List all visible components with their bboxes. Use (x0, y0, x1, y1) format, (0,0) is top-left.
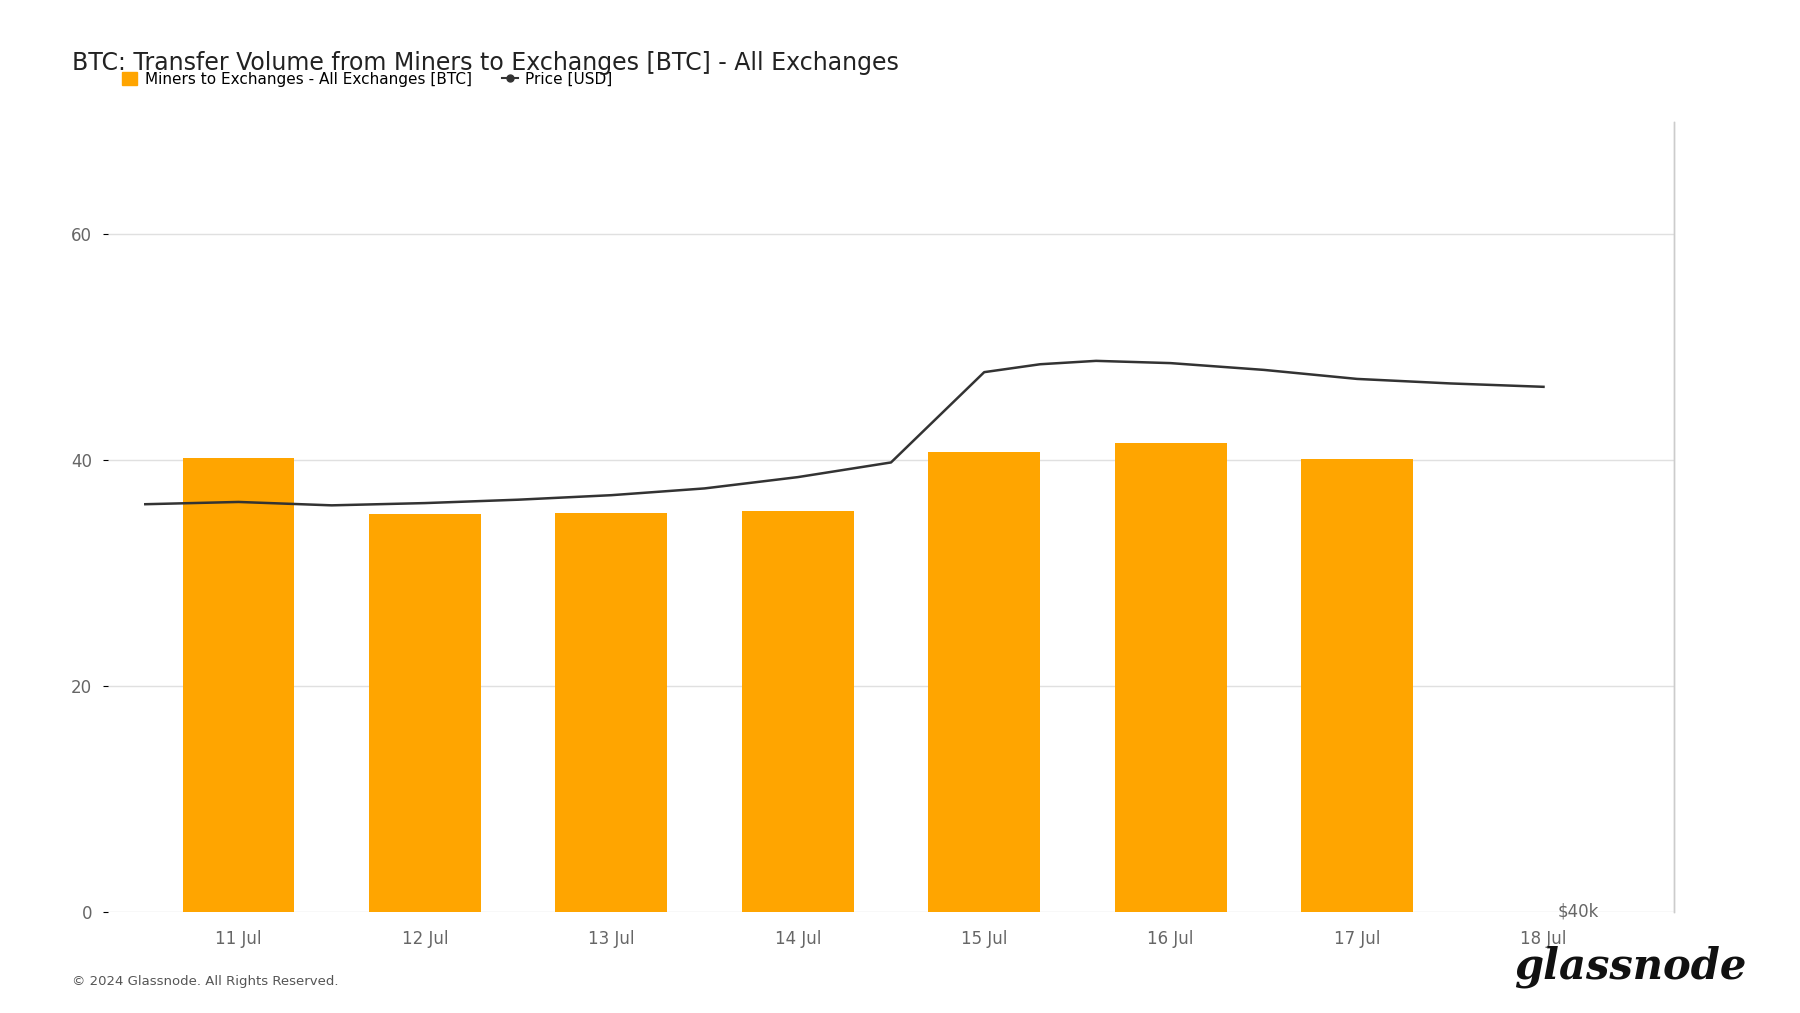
Text: BTC: Transfer Volume from Miners to Exchanges [BTC] - All Exchanges: BTC: Transfer Volume from Miners to Exch… (72, 51, 898, 75)
Text: glassnode: glassnode (1514, 945, 1746, 988)
Bar (1114, 444, 1226, 912)
Bar (1301, 459, 1413, 912)
Text: $40k: $40k (1557, 903, 1598, 921)
Legend: Miners to Exchanges - All Exchanges [BTC], Price [USD]: Miners to Exchanges - All Exchanges [BTC… (115, 66, 619, 93)
Text: © 2024 Glassnode. All Rights Reserved.: © 2024 Glassnode. All Rights Reserved. (72, 975, 338, 988)
Bar (182, 458, 295, 912)
Bar (556, 514, 668, 912)
Bar (929, 452, 1040, 912)
Bar (742, 511, 853, 912)
Bar (369, 515, 481, 912)
